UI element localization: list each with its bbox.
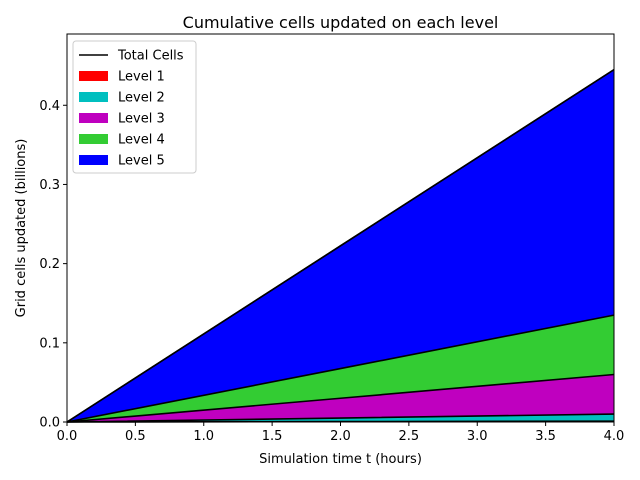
legend-swatch-level-3 (79, 113, 108, 123)
x-tick-label: 1.0 (193, 429, 214, 444)
y-tick-label: 0.2 (39, 257, 60, 272)
x-axis-ticks: 0.0 0.5 1.0 1.5 2.0 2.5 3.0 3.5 4.0 (57, 422, 625, 444)
x-tick-label: 3.5 (535, 429, 556, 444)
legend-label: Total Cells (117, 49, 184, 64)
x-tick-label: 0.5 (125, 429, 146, 444)
y-axis-label: Grid cells updated (billions) (14, 139, 29, 318)
legend-label: Level 2 (118, 91, 165, 106)
y-tick-label: 0.0 (39, 416, 60, 431)
boundary-level-4 (66, 314, 615, 423)
x-tick-label: 2.5 (399, 429, 420, 444)
x-tick-label: 3.0 (467, 429, 488, 444)
legend-label: Level 1 (118, 70, 165, 85)
legend: Total Cells Level 1 Level 2 Level 3 Level 4 L… (72, 40, 197, 174)
x-tick-label: 0.0 (57, 429, 78, 444)
total-cells-line (66, 69, 615, 423)
legend-swatch-level-2 (79, 92, 108, 102)
legend-swatch-level-4 (79, 134, 108, 144)
x-axis-label: Simulation time t (hours) (259, 452, 422, 467)
boundary-level-3 (66, 373, 615, 423)
legend-swatch-level-5 (79, 155, 108, 165)
legend-label: Level 4 (118, 133, 165, 148)
x-tick-label: 2.0 (330, 429, 351, 444)
x-tick-label: 1.5 (262, 429, 283, 444)
y-tick-label: 0.1 (39, 336, 60, 351)
legend-swatch-level-1 (79, 71, 108, 81)
y-tick-label: 0.4 (39, 99, 60, 114)
y-axis-ticks: 0.0 0.1 0.2 0.3 0.4 (39, 99, 67, 431)
legend-label: Level 5 (118, 154, 165, 169)
x-tick-label: 4.0 (604, 429, 625, 444)
y-tick-label: 0.3 (39, 178, 60, 193)
boundary-level-2 (66, 413, 615, 423)
chart-title: Cumulative cells updated on each level (183, 13, 499, 32)
legend-label: Level 3 (118, 112, 165, 127)
